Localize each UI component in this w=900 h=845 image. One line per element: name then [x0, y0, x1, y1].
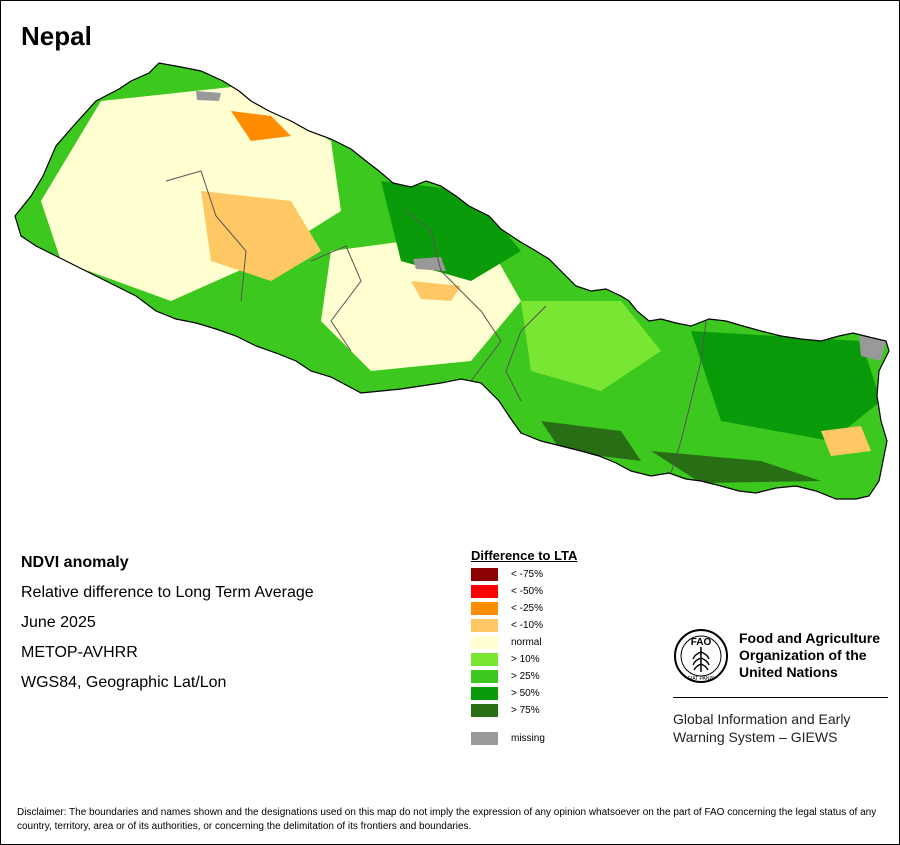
- legend-swatch: [471, 636, 498, 649]
- legend-label: missing: [511, 733, 545, 744]
- legend-label: normal: [511, 637, 542, 648]
- info-sensor: METOP-AVHRR: [21, 644, 138, 661]
- legend-item: < -10%: [471, 619, 611, 632]
- legend-label: > 10%: [511, 654, 540, 665]
- legend-swatch: [471, 704, 498, 717]
- giews-line: Global Information and Early: [673, 711, 851, 727]
- legend-swatch: [471, 670, 498, 683]
- info-projection: WGS84, Geographic Lat/Lon: [21, 674, 227, 691]
- legend-title: Difference to LTA: [471, 548, 578, 563]
- fao-name-line: Food and Agriculture: [739, 630, 881, 646]
- fao-branding: FAO FIAT PANIS Food and Agriculture Orga…: [673, 628, 893, 748]
- fao-organization-name: Food and Agriculture Organization of the…: [739, 630, 899, 681]
- province-boundaries: [165, 170, 707, 474]
- legend-swatch: [471, 732, 498, 745]
- legend: Difference to LTA < -75% < -50% < -25% <…: [471, 548, 611, 748]
- legend-swatch: [471, 585, 498, 598]
- legend-label: > 50%: [511, 688, 540, 699]
- fao-logo: FAO FIAT PANIS: [674, 629, 728, 683]
- legend-item: > 50%: [471, 687, 611, 700]
- legend-swatch: [471, 602, 498, 615]
- legend-label: < -50%: [511, 586, 543, 597]
- legend-swatch: [471, 653, 498, 666]
- legend-swatch: [471, 568, 498, 581]
- info-period: June 2025: [21, 614, 96, 631]
- giews-name: Global Information and Early Warning Sys…: [673, 710, 850, 746]
- legend-item: < -75%: [471, 568, 611, 581]
- legend-label: > 75%: [511, 705, 540, 716]
- legend-item-missing: missing: [471, 732, 611, 745]
- legend-label: < -10%: [511, 620, 543, 631]
- legend-item: < -25%: [471, 602, 611, 615]
- fao-name-line: United Nations: [739, 664, 838, 680]
- disclaimer: Disclaimer: The boundaries and names sho…: [17, 807, 877, 832]
- country-title: Nepal: [21, 21, 92, 51]
- legend-item: > 10%: [471, 653, 611, 666]
- legend-swatch: [471, 687, 498, 700]
- legend-item: > 25%: [471, 670, 611, 683]
- legend-label: < -75%: [511, 569, 543, 580]
- info-title: NDVI anomaly: [21, 554, 129, 571]
- legend-item: normal: [471, 636, 611, 649]
- legend-swatch: [471, 619, 498, 632]
- info-description: Relative difference to Long Term Average: [21, 584, 314, 601]
- legend-label: < -25%: [511, 603, 543, 614]
- legend-label: > 25%: [511, 671, 540, 682]
- fao-logo-text: FAO: [691, 637, 712, 648]
- legend-item: > 75%: [471, 704, 611, 717]
- divider: [673, 697, 888, 698]
- legend-item: < -50%: [471, 585, 611, 598]
- giews-line: Warning System – GIEWS: [673, 729, 838, 745]
- fao-name-line: Organization of the: [739, 647, 867, 663]
- fao-logo-motto: FIAT PANIS: [688, 676, 715, 682]
